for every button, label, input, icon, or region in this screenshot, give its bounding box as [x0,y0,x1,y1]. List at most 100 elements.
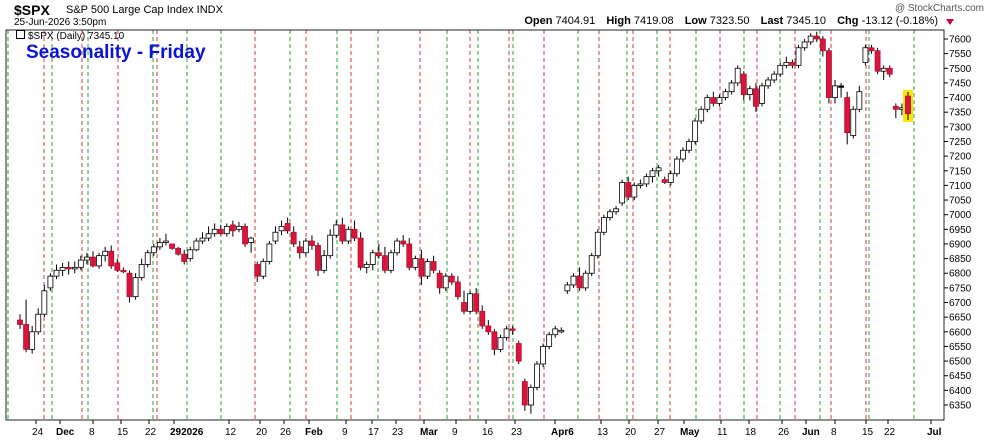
x-tick-label: 17 [368,427,380,438]
candle-body [868,47,875,52]
candle [625,176,632,201]
candle-body [351,228,358,239]
candle-body [430,261,437,271]
candles-group [17,31,913,414]
y-tick-label: 7400 [949,93,972,104]
y-tick-label: 7550 [949,49,972,60]
candle [716,94,723,107]
candle-body [120,269,127,273]
candle-body [187,249,194,259]
candle [120,267,127,274]
candle-body [862,47,869,63]
candle-body [600,217,607,233]
x-tick-label: 27 [654,427,666,438]
candle-body [838,85,844,88]
candle-body [655,167,662,172]
candle [302,238,309,256]
candle-body [114,262,121,271]
y-tick-label: 6900 [949,239,972,250]
candle [187,246,194,262]
candle-body [321,255,328,271]
candle [169,243,175,250]
candle-body [254,264,261,277]
candle-body [777,64,784,75]
down-triangle-icon [946,19,954,25]
candle-body [29,331,36,350]
low-value: 7323.50 [709,15,750,27]
candle-body [181,253,188,262]
candle-body [309,240,315,246]
candle-body [637,183,644,186]
candle [163,233,169,246]
candle-body [41,290,48,315]
candle [351,220,358,242]
candle-body [394,240,400,254]
candle-body [905,95,911,115]
candle [248,236,255,253]
candle [144,249,151,268]
ohlc-summary: Open 7404.91 High 7419.08 Low 7323.50 La… [524,15,946,27]
candle [217,224,224,236]
candle-body [503,328,510,339]
candle-body [84,256,90,261]
candle-body [229,224,236,232]
candle [552,325,559,338]
candle-body [339,224,346,242]
candle [272,226,279,244]
candle [819,36,826,57]
candle-body [850,108,857,137]
candle [783,56,790,69]
x-tick-label: 22 [884,427,896,438]
x-tick-label: 15 [117,427,129,438]
candle [17,314,23,329]
candle [369,249,376,271]
candle-body [96,255,102,267]
series-legend: $SPX (Daily) 7345.10 [16,30,124,42]
candle-body [734,67,741,84]
candle-body [832,85,838,98]
candle [406,238,413,271]
candle-body [661,179,668,183]
candle [467,290,473,315]
y-tick-label: 7350 [949,108,972,119]
x-tick-label: Jun [802,427,820,438]
candle-body [892,105,899,110]
candle-body [448,275,455,283]
candle [886,65,893,78]
candle [631,182,638,201]
candle [132,273,139,300]
x-tick-label: 26 [280,427,292,438]
candle [473,287,480,315]
chg-label: Chg [837,15,859,27]
candle-body [150,246,157,254]
candle-body [412,258,419,268]
candle [108,245,115,269]
candle [710,91,717,107]
x-tick-label: Mar [420,427,438,438]
candle-body [704,97,711,110]
candle-body [272,231,279,242]
y-tick-label: 6450 [949,371,972,382]
candle-body [71,266,78,270]
candle-body [722,91,729,98]
x-tick-label: 292026 [170,427,204,438]
y-tick-label: 6650 [949,313,972,324]
candle [515,340,522,365]
candle [193,238,200,252]
candle-body [327,234,334,257]
y-tick-label: 7000 [949,210,972,221]
x-tick-label: 13 [597,427,609,438]
candle-body [728,82,735,93]
candle-body [296,246,303,254]
candle [90,251,96,268]
candle-body [369,252,376,265]
candle-body [874,50,881,72]
y-tick-label: 7450 [949,78,972,89]
candle [175,246,182,256]
candle [114,258,121,272]
candle [649,167,656,183]
candle-body [515,343,522,362]
candle [442,273,449,291]
candle-body [631,184,638,198]
